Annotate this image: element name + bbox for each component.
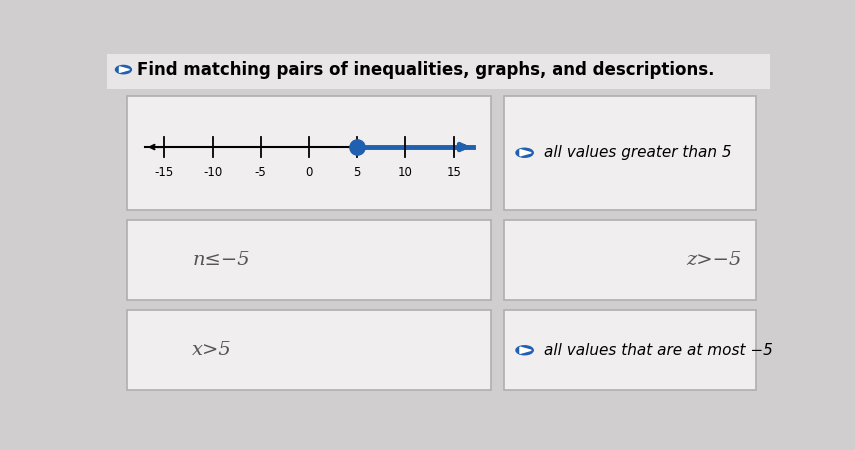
FancyBboxPatch shape [504, 220, 756, 300]
Text: x>5: x>5 [192, 341, 232, 359]
Text: all values greater than 5: all values greater than 5 [545, 145, 732, 160]
Text: all values that are at most −5: all values that are at most −5 [545, 343, 774, 358]
Circle shape [516, 346, 534, 355]
Polygon shape [520, 150, 531, 156]
Text: 10: 10 [398, 166, 413, 179]
Text: z>−5: z>−5 [686, 251, 741, 269]
FancyBboxPatch shape [107, 54, 770, 89]
FancyBboxPatch shape [504, 95, 756, 210]
Text: 5: 5 [353, 166, 361, 179]
Text: n≤−5: n≤−5 [192, 251, 250, 269]
Text: Find matching pairs of inequalities, graphs, and descriptions.: Find matching pairs of inequalities, gra… [137, 61, 714, 79]
FancyBboxPatch shape [127, 95, 491, 210]
Polygon shape [520, 347, 531, 353]
FancyBboxPatch shape [504, 310, 756, 390]
Circle shape [115, 65, 132, 74]
Polygon shape [120, 67, 129, 72]
Text: -10: -10 [203, 166, 222, 179]
Text: -5: -5 [255, 166, 267, 179]
Text: 0: 0 [305, 166, 313, 179]
FancyBboxPatch shape [127, 220, 491, 300]
Text: 15: 15 [446, 166, 461, 179]
FancyBboxPatch shape [127, 310, 491, 390]
Text: -15: -15 [155, 166, 174, 179]
Circle shape [516, 148, 534, 157]
